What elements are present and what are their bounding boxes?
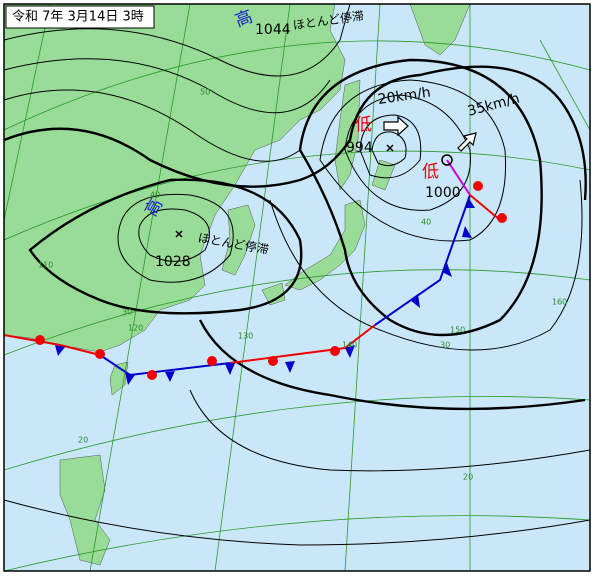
center-marks <box>175 144 453 238</box>
lon-label: 110 <box>38 261 53 270</box>
low-label: 低 <box>422 162 439 182</box>
lon-label: 150 <box>450 326 465 335</box>
motion-label: 20km/h <box>377 85 432 108</box>
pressure-value: 1000 <box>425 185 461 201</box>
pressure-value: 994 <box>346 140 373 156</box>
lat-label: 50 <box>200 88 210 97</box>
pressure-value: 1044 <box>255 22 291 38</box>
low-label: 低 <box>355 115 372 135</box>
warm-symbols <box>35 181 507 380</box>
occluded-front <box>446 159 471 196</box>
lon-label: 140 <box>342 341 357 350</box>
title: 令和 7年 3月14日 3時 <box>12 10 144 25</box>
title-box <box>5 5 155 29</box>
lat-label: 20 <box>78 436 88 445</box>
warm-front <box>469 194 501 221</box>
lat-label: 20 <box>463 473 473 482</box>
lon-label: 120 <box>128 324 143 333</box>
motion-arrows <box>383 115 477 152</box>
cold-symbols <box>55 197 475 385</box>
cold-front <box>374 194 471 326</box>
grid-labels: 50 40 30 20 40 30 20 110 120 130 140 150… <box>38 88 567 482</box>
lon-label: 160 <box>552 298 567 307</box>
lat-label: 40 <box>150 191 160 200</box>
isobars <box>3 3 591 546</box>
pressure-value: 1028 <box>155 254 191 270</box>
frame <box>3 3 591 572</box>
lat-label: 30 <box>440 341 450 350</box>
lat-label: 30 <box>122 308 132 317</box>
stationary-front <box>3 334 101 356</box>
lat-label: 40 <box>421 218 431 227</box>
lon-label: 130 <box>238 332 253 341</box>
fronts <box>3 159 507 385</box>
high-label: 高 <box>233 7 256 32</box>
lat-lon-grid <box>3 3 591 572</box>
